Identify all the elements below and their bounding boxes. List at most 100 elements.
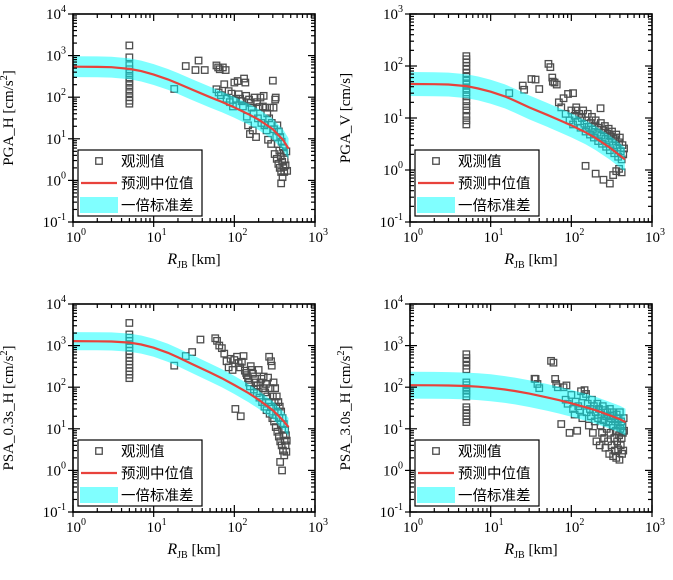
std-band: [410, 72, 625, 172]
observed-marker: [281, 161, 290, 170]
tick-label: 100: [403, 227, 423, 246]
observed-marker: [268, 76, 277, 85]
observed-marker: [554, 98, 563, 107]
legend-observed-label: 观测值: [121, 154, 165, 171]
tick-label: 10-1: [380, 212, 403, 231]
observed-marker: [518, 81, 527, 90]
x-axis-label: RJB [km]: [503, 251, 557, 271]
legend-observed-marker-icon: [432, 157, 440, 165]
observed-marker: [221, 66, 230, 74]
observed-marker: [220, 80, 229, 89]
observed-marker: [125, 374, 134, 383]
tick-label: 100: [383, 460, 403, 479]
legend-band-swatch-icon: [80, 487, 118, 503]
std-band: [410, 371, 626, 436]
observed-marker: [125, 89, 134, 98]
observed-marker: [617, 168, 626, 177]
observed-marker: [264, 373, 272, 382]
tick-label: 102: [383, 377, 403, 396]
tick-label: 101: [46, 129, 66, 148]
observed-marker: [282, 447, 291, 456]
tick-label: 100: [46, 170, 66, 189]
observed-marker: [239, 352, 248, 360]
x-axis-label: RJB [km]: [166, 251, 220, 271]
tick-label: 101: [484, 517, 504, 536]
observed-marker: [462, 111, 471, 120]
tick-label: 10-1: [43, 212, 66, 231]
observed-marker: [584, 421, 593, 430]
axis-ticks: [405, 303, 653, 517]
tick-label: 104: [46, 4, 66, 23]
observed-marker: [283, 166, 292, 175]
legend-observed-label: 观测值: [121, 444, 165, 461]
tick-label: 104: [383, 294, 403, 313]
tick-label: 103: [645, 227, 665, 246]
observed-marker: [214, 63, 223, 72]
observed-marker: [565, 428, 574, 437]
tick-label: 102: [227, 517, 247, 536]
observed-marker: [551, 375, 560, 383]
observed-marker: [272, 392, 281, 401]
observed-marker: [462, 116, 471, 125]
observed-marker: [261, 103, 270, 112]
observed-marker: [271, 384, 280, 393]
tick-label: 100: [403, 517, 423, 536]
tick-label: 100: [383, 160, 403, 179]
observed-marker: [274, 398, 283, 406]
observed-marker: [596, 104, 605, 113]
observed-marker: [217, 344, 226, 353]
observed-marker: [462, 102, 471, 110]
observed-marker: [265, 352, 274, 361]
observed-marker: [213, 336, 221, 345]
observed-marker: [224, 363, 233, 372]
observed-marker: [271, 93, 280, 102]
observed-marker: [599, 175, 608, 184]
observed-marker: [550, 78, 559, 87]
tick-label: 102: [383, 56, 403, 75]
legend-median-label: 预测中位值: [458, 466, 531, 483]
observed-marker: [573, 426, 582, 435]
y-axis-label: PGA_H [cm/s2]: [0, 70, 17, 165]
observed-marker: [259, 372, 268, 381]
legend-observed-label: 观测值: [458, 154, 502, 171]
tick-label: 101: [46, 419, 66, 438]
observed-marker: [462, 357, 471, 366]
observed-marker: [125, 99, 134, 108]
median-line: [72, 340, 290, 428]
observed-marker: [462, 97, 471, 106]
observed-marker: [125, 41, 134, 50]
observed-marker: [462, 120, 471, 129]
observed-marker: [269, 378, 278, 387]
observed-marker: [200, 66, 209, 74]
legend-median-label: 预测中位值: [121, 176, 194, 193]
legend-band-label: 一倍标准差: [458, 198, 531, 215]
tick-label: 102: [227, 227, 247, 246]
observed-marker: [462, 418, 471, 426]
observed-marker: [278, 466, 286, 475]
legend-observed-label: 观测值: [458, 444, 502, 461]
y-axis-label: PGA_V [cm/s]: [338, 73, 354, 163]
legend-band-label: 一倍标准差: [121, 488, 194, 505]
observed-marker: [527, 75, 536, 83]
tick-label: 101: [147, 227, 167, 246]
observed-marker: [531, 75, 540, 84]
legend-median-label: 预测中位值: [458, 176, 531, 193]
observed-marker: [125, 85, 134, 94]
tick-label: 103: [308, 517, 328, 536]
observed-marker: [559, 94, 568, 103]
observed-marker: [548, 73, 557, 82]
y-axis-label: PSA_0.3s_H [cm/s2]: [0, 345, 17, 470]
observed-marker: [547, 356, 555, 365]
tick-label: 101: [383, 108, 403, 127]
legend-band-swatch-icon: [80, 197, 118, 213]
observed-marker: [241, 78, 250, 87]
observed-marker: [616, 441, 625, 450]
tick-label: 101: [383, 419, 403, 438]
